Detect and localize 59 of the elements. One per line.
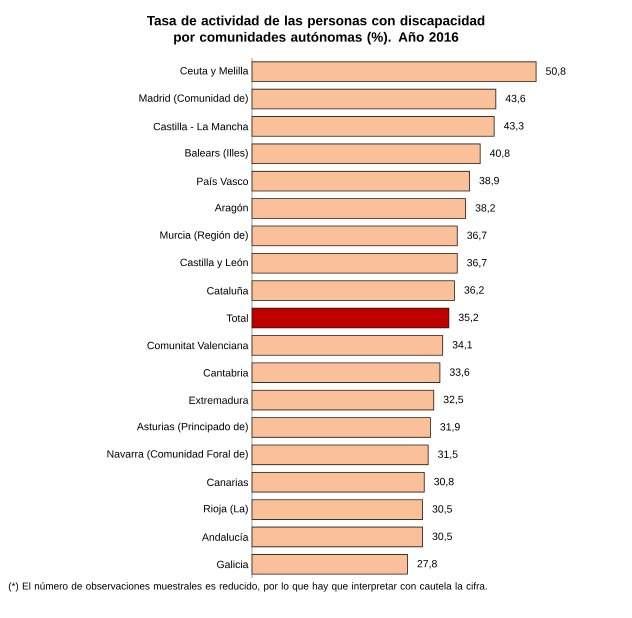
bar xyxy=(252,116,495,137)
y-tick-label: Murcia (Región de) xyxy=(160,230,248,241)
bar xyxy=(252,417,431,438)
bar xyxy=(252,198,466,219)
bar xyxy=(252,308,450,328)
bar xyxy=(252,499,423,520)
y-tick-label: Castilla y León xyxy=(180,258,248,268)
y-tick-label: Andalucía xyxy=(202,533,248,541)
y-tick-label: Madrid (Comunidad de) xyxy=(139,94,248,104)
data-label: 36,7 xyxy=(467,232,487,240)
bar xyxy=(252,61,536,82)
data-label: 31,5 xyxy=(438,450,458,460)
y-tick-label: Aragón xyxy=(214,204,248,214)
data-label: 43,3 xyxy=(504,122,524,131)
chart-title: Tasa de actividad de las personas con discapacidad por comunidades autónomas (%). Año 2016 xyxy=(146,15,484,44)
bar xyxy=(252,390,434,410)
data-label: 30,8 xyxy=(434,478,454,487)
bar xyxy=(252,88,496,110)
data-label: 33,6 xyxy=(450,368,470,378)
y-tick-label: Canarias xyxy=(207,478,248,486)
y-tick-label: Galicia xyxy=(217,560,248,568)
bar xyxy=(252,526,423,548)
text: (*) El número de observaciones muestrales es reducido, por lo que hay que interpretar con cautela la cifra. xyxy=(8,582,487,592)
bar xyxy=(252,226,458,246)
bar xyxy=(252,362,440,383)
bar xyxy=(252,444,429,466)
y-tick-label: Rioja (La) xyxy=(204,504,248,514)
data-label: 38,2 xyxy=(476,204,495,213)
y-tick-label: Castilla - La Mancha xyxy=(154,122,248,130)
bar xyxy=(252,144,481,164)
data-label: 34,1 xyxy=(452,341,472,350)
data-label: 32,5 xyxy=(444,396,464,404)
y-tick-label: Cantabria xyxy=(204,368,248,377)
bar xyxy=(252,335,444,356)
data-label: 40,8 xyxy=(490,149,510,158)
bar xyxy=(252,170,470,192)
data-label: 35,2 xyxy=(458,314,478,322)
bar xyxy=(252,472,425,492)
y-tick-label: Cataluña xyxy=(207,286,248,294)
bar xyxy=(252,253,458,274)
data-label: 30,5 xyxy=(432,505,452,514)
y-tick-label: País Vasco xyxy=(197,177,248,186)
data-label: 30,5 xyxy=(432,532,452,542)
bar xyxy=(252,280,455,301)
y-tick-label: Navarra (Comunidad Foral de) xyxy=(107,450,248,460)
data-label: 43,6 xyxy=(506,94,526,104)
y-tick-label: Comunitat Valenciana xyxy=(147,342,248,350)
data-label: 36,7 xyxy=(467,258,487,268)
data-label: 50,8 xyxy=(546,67,566,76)
y-tick-label: Total xyxy=(226,314,248,322)
data-label: 27,8 xyxy=(418,560,437,569)
bar xyxy=(252,554,408,575)
y-tick-label: Ceuta y Melilla xyxy=(180,66,248,77)
data-label: 36,2 xyxy=(464,286,484,295)
data-label: 38,9 xyxy=(479,176,499,186)
y-tick-label: Balears (Illes) xyxy=(185,148,248,159)
y-tick-label: Extremadura xyxy=(189,396,248,404)
y-tick-label: Asturias (Principado de) xyxy=(136,422,248,432)
data-label: 31,9 xyxy=(440,423,460,432)
